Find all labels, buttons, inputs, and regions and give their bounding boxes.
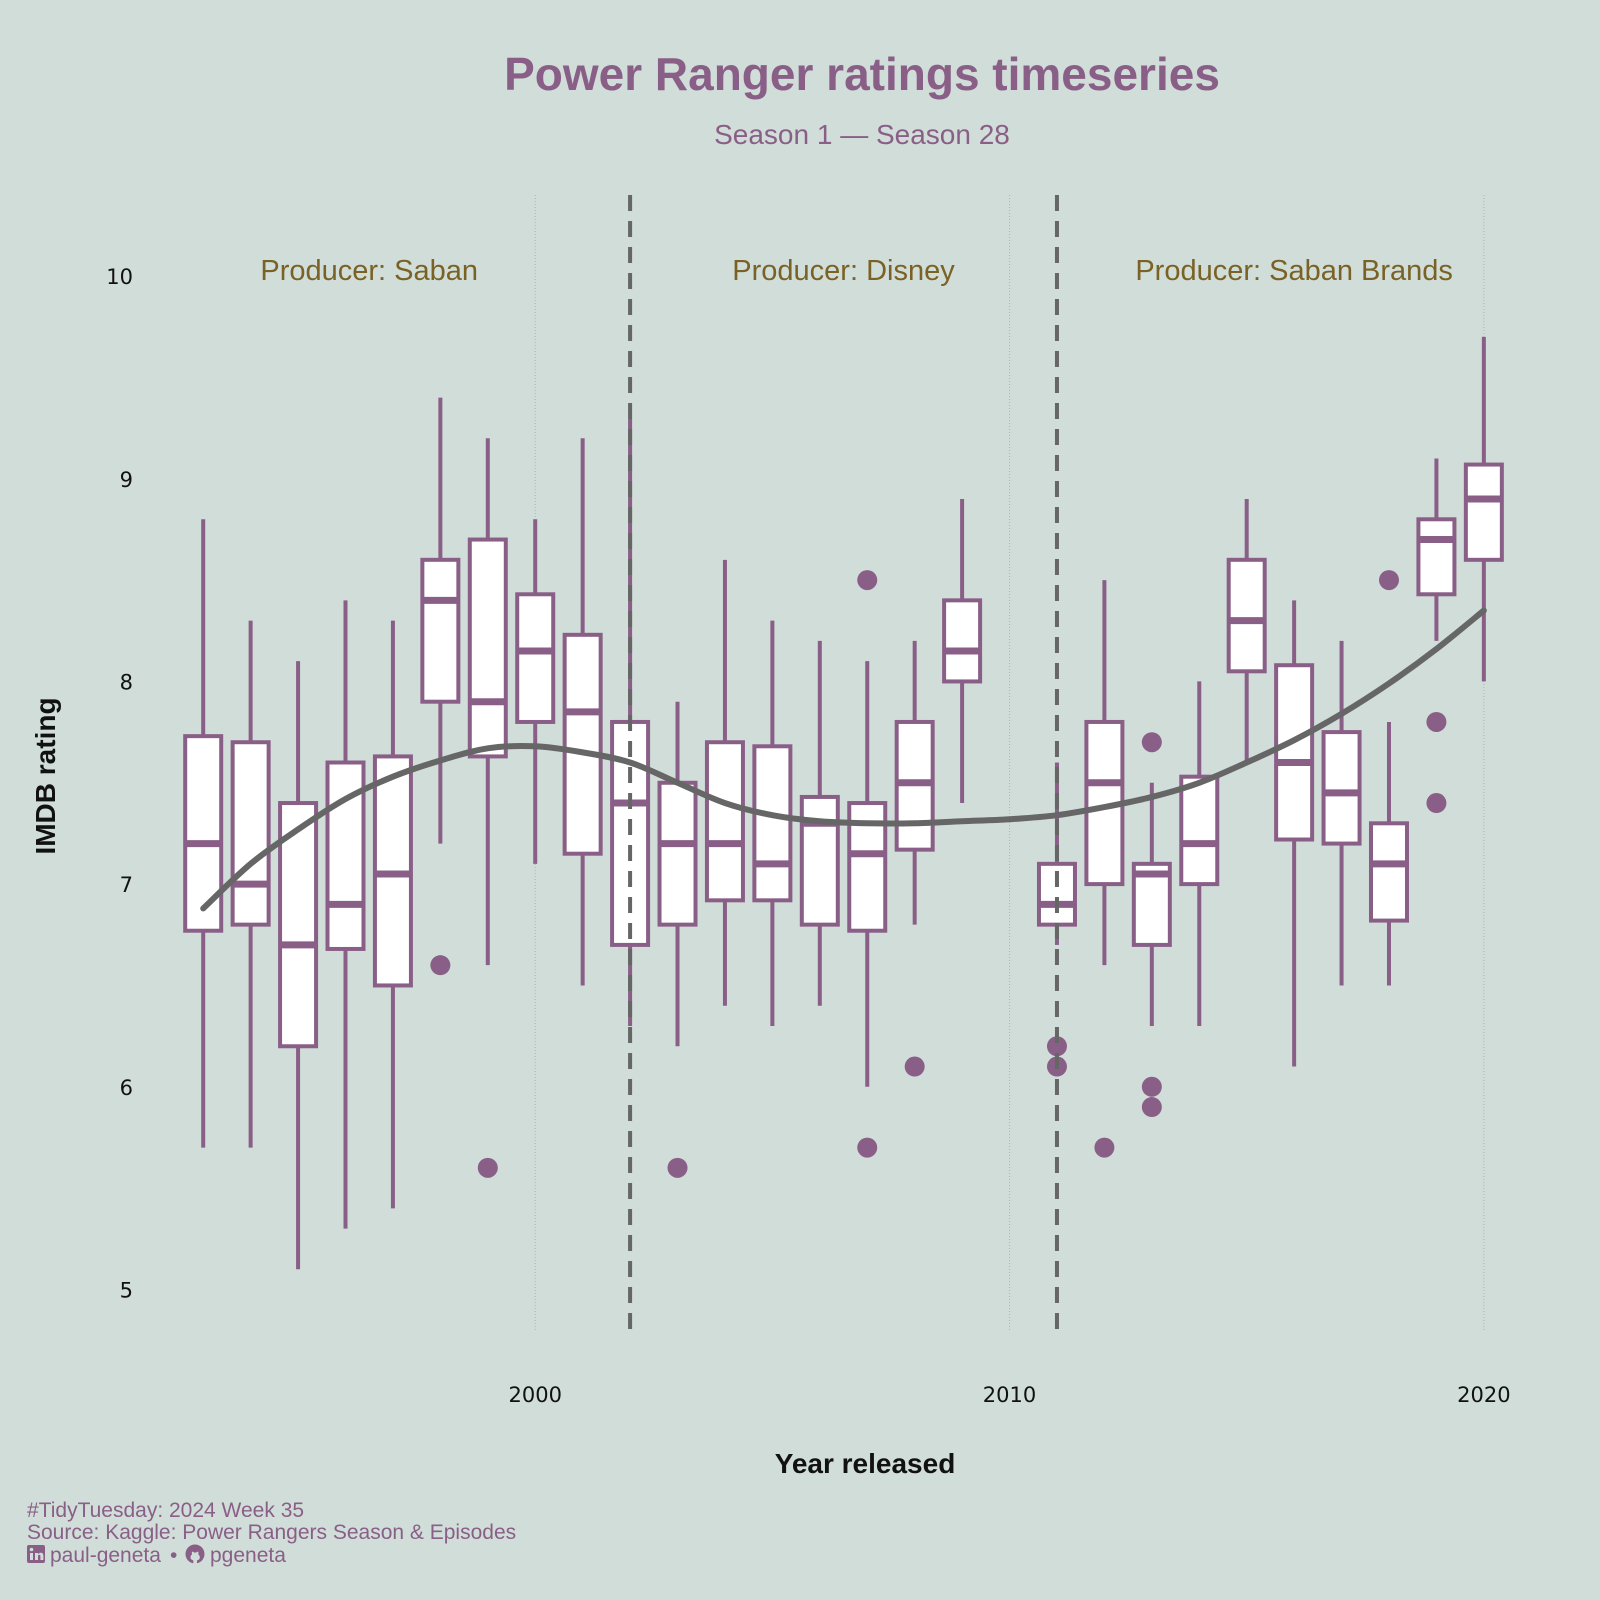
box [420, 557, 461, 704]
box [1274, 663, 1315, 842]
box-group-1993 [183, 519, 224, 1148]
y-tick-label: 7 [120, 873, 133, 897]
x-tick-label: 2000 [508, 1383, 561, 1407]
caption-line-2: Source: Kaggle: Power Rangers Season & E… [27, 1521, 516, 1544]
box-group-2019 [1416, 458, 1457, 814]
github-icon [185, 1544, 205, 1564]
box-group-2005 [752, 620, 793, 1026]
chart-title: Power Ranger ratings timeseries [504, 48, 1220, 100]
github-handle: pgeneta [210, 1544, 286, 1567]
chart-subtitle: Season 1 — Season 28 [714, 119, 1010, 150]
outlier-point [1141, 732, 1162, 753]
caption: #TidyTuesday: 2024 Week 35 Source: Kaggl… [27, 1499, 516, 1567]
outlier-point [857, 570, 878, 591]
y-tick-label: 9 [120, 468, 133, 492]
box-group-2020 [1463, 336, 1504, 682]
box-group-1995 [278, 661, 319, 1270]
outlier-point [1141, 1076, 1162, 1097]
box-group-2015 [1226, 499, 1267, 763]
y-tick-label: 5 [120, 1278, 133, 1302]
box-group-1999 [467, 438, 508, 1178]
outlier-point [667, 1157, 688, 1178]
box-group-2001 [562, 438, 603, 986]
box [1416, 517, 1457, 597]
box-group-2008 [894, 640, 935, 1077]
outlier-point [1141, 1097, 1162, 1118]
outlier-point [1378, 570, 1399, 591]
outlier-point [1426, 711, 1447, 732]
y-tick-label: 6 [120, 1076, 133, 1100]
box [1368, 821, 1409, 923]
box [1321, 730, 1362, 846]
box-group-2009 [942, 499, 983, 804]
box-group-2014 [1179, 681, 1220, 1026]
box [183, 734, 224, 933]
outlier-point [1094, 1137, 1115, 1158]
x-axis-ticks: 2000 2010 2020 [508, 1383, 1510, 1407]
box [942, 598, 983, 684]
outlier-point [430, 955, 451, 976]
box-group-2017 [1321, 640, 1362, 986]
caption-line-1: #TidyTuesday: 2024 Week 35 [27, 1499, 304, 1522]
y-axis-ticks: 5 6 7 8 9 10 [106, 265, 133, 1302]
box [1463, 462, 1504, 562]
producer-dividers [628, 195, 1059, 1330]
producer-label: Producer: Saban Brands [1135, 255, 1453, 287]
x-axis-title: Year released [775, 1448, 956, 1479]
box [752, 744, 793, 903]
box-group-2003 [657, 701, 698, 1178]
box [704, 740, 745, 903]
x-tick-label: 2020 [1457, 1383, 1510, 1407]
caption-separator: • [170, 1544, 177, 1567]
outlier-point [1046, 1036, 1067, 1057]
box [230, 740, 271, 927]
smooth-trend-line [200, 607, 1487, 912]
boxplots [183, 336, 1504, 1270]
producer-label: Producer: Saban [260, 255, 478, 287]
box-group-1998 [420, 397, 461, 976]
outlier-point [477, 1157, 498, 1178]
outlier-point [857, 1137, 878, 1158]
producer-label: Producer: Disney [732, 255, 955, 287]
box-group-1994 [230, 620, 271, 1148]
box-group-1997 [372, 620, 413, 1209]
y-tick-label: 10 [106, 265, 133, 289]
outlier-point [1426, 793, 1447, 814]
producer-labels: Producer: Saban Producer: Disney Producer:… [260, 255, 1453, 287]
y-tick-label: 8 [120, 670, 133, 694]
smooth-trend [200, 607, 1487, 912]
box-group-2013 [1131, 732, 1172, 1118]
y-axis-title: IMDB rating [30, 697, 61, 854]
x-tick-label: 2010 [983, 1383, 1036, 1407]
box-group-2018 [1368, 570, 1409, 986]
box [562, 632, 603, 856]
box [1226, 557, 1267, 674]
box [515, 592, 556, 724]
box [278, 801, 319, 1049]
linkedin-icon [27, 1545, 45, 1563]
box [467, 537, 508, 759]
outlier-point [904, 1056, 925, 1077]
box-group-2016 [1274, 600, 1315, 1067]
box [1179, 774, 1220, 887]
box [657, 780, 698, 927]
box [799, 794, 840, 927]
linkedin-handle: paul-geneta [50, 1544, 161, 1567]
box-group-2004 [704, 559, 745, 1006]
